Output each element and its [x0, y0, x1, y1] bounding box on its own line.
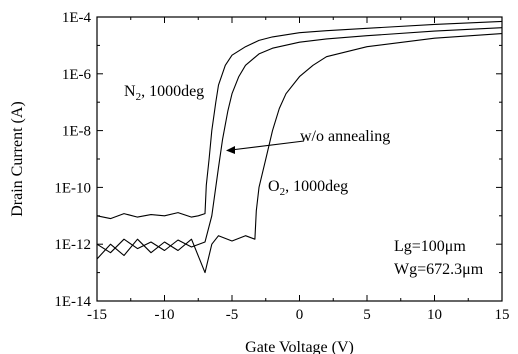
x-tick-label: -5 [226, 307, 239, 323]
annotation-arrow [226, 140, 305, 154]
ticks-layer: -15 -10 -5 0 5 10 15 1E-14 1E-12 1E-10 1E-8 1E-6 1E-… [54, 10, 509, 323]
y-tick-label: 1E-4 [62, 10, 92, 26]
annotation-n2-rest: , 1000deg [141, 83, 204, 100]
plot-frame [96, 16, 503, 302]
annotation-n2-letter: N [124, 83, 136, 100]
x-tick-label: 15 [495, 307, 510, 323]
gate-width-label: Wg=672.3μm [394, 261, 484, 278]
y-tick-label: 1E-14 [54, 294, 91, 310]
x-axis-title: Gate Voltage (V) [245, 339, 354, 354]
series-line-w-o-annealing [96, 27, 503, 254]
series-layer [96, 20, 503, 274]
annotation-o2-subscript: 2 [280, 186, 286, 198]
annotation-wo-annealing: w/o annealing [300, 128, 390, 145]
y-tick-label: 1E-8 [62, 124, 91, 140]
series-line-n2-1000deg [96, 20, 503, 220]
x-tick-label: -15 [87, 307, 107, 323]
gate-length-label: Lg=100μm [394, 238, 466, 255]
y-axis-title: Drain Current (A) [9, 101, 26, 217]
annotation-o2: O2, 1000deg [268, 178, 348, 198]
x-tick-label: 10 [427, 307, 442, 323]
series-line-o2-1000deg [96, 33, 503, 274]
annotation-n2-subscript: 2 [136, 91, 142, 103]
annotation-o2-letter: O [268, 178, 280, 195]
y-tick-label: 1E-10 [54, 180, 91, 196]
y-tick-label: 1E-12 [54, 237, 91, 253]
x-tick-label: -10 [155, 307, 175, 323]
annotation-o2-rest: , 1000deg [285, 178, 348, 195]
y-tick-label: 1E-6 [62, 67, 92, 83]
x-tick-label: 5 [363, 307, 371, 323]
x-tick-label: 0 [296, 307, 304, 323]
annotation-n2: N2, 1000deg [124, 83, 204, 103]
